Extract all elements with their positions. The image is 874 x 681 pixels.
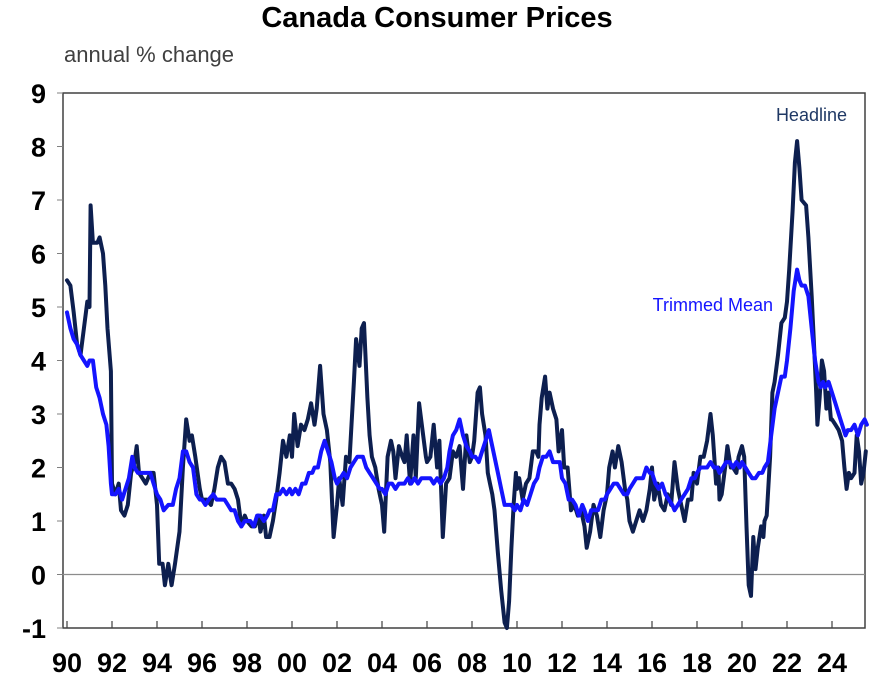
y-tick-label: 1 (31, 507, 46, 537)
plot-frame-group (62, 92, 866, 629)
series-label-trimmed-mean: Trimmed Mean (653, 295, 773, 315)
x-tick-label: 14 (592, 648, 622, 678)
y-tick-label: 3 (31, 400, 46, 430)
chart-title: Canada Consumer Prices (261, 2, 613, 34)
x-tick-label: 16 (637, 648, 667, 678)
x-tick-label: 24 (817, 648, 847, 678)
x-tick-label: 10 (502, 648, 532, 678)
y-tick-label: 4 (31, 347, 46, 377)
x-tick-label: 12 (547, 648, 577, 678)
x-tick-label: 00 (277, 648, 307, 678)
y-tick-label: 9 (31, 79, 46, 109)
y-tick-label: 2 (31, 454, 46, 484)
y-axis: -1 0 1 2 3 4 5 6 7 8 9 (22, 79, 63, 644)
x-tick-label: 94 (142, 648, 172, 678)
y-tick-label: 6 (31, 240, 46, 270)
x-tick-label: 98 (232, 648, 262, 678)
x-tick-label: 22 (772, 648, 802, 678)
x-tick-label: 20 (727, 648, 757, 678)
x-tick-label: 96 (187, 648, 217, 678)
y-tick-label: 7 (31, 186, 46, 216)
series-line-trimmed-mean (65, 267, 869, 529)
y-tick-label: 5 (31, 293, 46, 323)
plot-frame (62, 92, 866, 629)
x-tick-label: 06 (412, 648, 442, 678)
x-tick-label: 04 (367, 648, 397, 678)
x-tick-label: 90 (52, 648, 82, 678)
y-tick-label: 0 (31, 561, 46, 591)
y-tick-label: -1 (22, 614, 46, 644)
x-tick-label: 02 (322, 648, 352, 678)
x-tick-label: 18 (682, 648, 712, 678)
y-tick-label: 8 (31, 133, 46, 163)
series-line-headline (65, 139, 868, 630)
y-axis-subtitle: annual % change (64, 42, 235, 67)
series-group (65, 139, 869, 630)
x-tick-label: 92 (97, 648, 127, 678)
x-axis: 90 92 94 96 98 00 02 04 06 08 10 12 14 16 18 20 22 24 (52, 621, 847, 678)
x-tick-label: 08 (457, 648, 487, 678)
series-label-headline: Headline (776, 105, 847, 125)
series-labels: Headline Trimmed Mean (653, 105, 847, 315)
